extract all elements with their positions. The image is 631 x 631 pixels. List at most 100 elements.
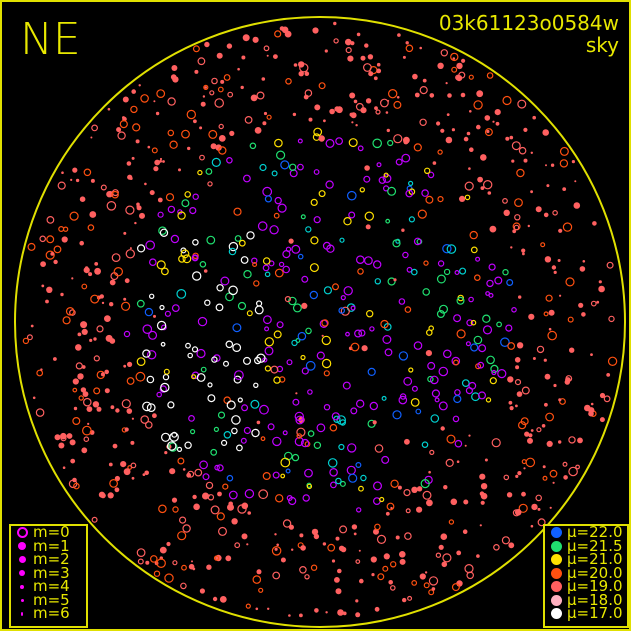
star-marker	[468, 296, 474, 303]
star-marker	[511, 141, 521, 151]
magnitude-label: m=2	[33, 550, 70, 568]
star-marker	[436, 310, 445, 319]
star-marker	[542, 465, 546, 469]
star-marker	[140, 415, 150, 424]
star-marker	[72, 378, 79, 385]
star-marker	[473, 335, 483, 345]
star-marker	[69, 309, 76, 316]
star-marker	[234, 235, 242, 242]
star-marker	[479, 473, 486, 480]
star-marker	[153, 166, 159, 172]
star-marker	[608, 315, 615, 323]
star-marker	[396, 96, 400, 99]
star-marker	[162, 160, 165, 163]
star-marker	[253, 280, 260, 287]
star-marker	[437, 260, 445, 267]
star-marker	[276, 543, 280, 547]
star-marker	[374, 444, 384, 453]
star-marker	[313, 216, 321, 224]
star-marker	[364, 43, 369, 48]
star-marker	[263, 315, 272, 325]
star-marker	[434, 397, 440, 403]
star-marker	[385, 218, 391, 224]
star-marker	[425, 350, 432, 357]
star-marker	[244, 489, 255, 499]
star-marker	[441, 561, 448, 568]
star-marker	[80, 321, 88, 329]
star-marker	[104, 369, 109, 375]
star-marker	[480, 492, 488, 500]
star-marker	[523, 127, 528, 132]
star-marker	[527, 224, 530, 228]
star-marker	[288, 496, 297, 506]
star-marker	[45, 299, 49, 304]
star-marker	[393, 278, 397, 282]
star-marker	[218, 123, 224, 130]
star-marker	[431, 389, 440, 398]
star-marker	[191, 254, 199, 262]
star-marker	[350, 342, 360, 352]
star-marker	[235, 444, 243, 452]
star-marker	[507, 376, 514, 383]
star-marker	[571, 160, 576, 164]
star-marker	[167, 401, 175, 409]
star-marker	[321, 358, 332, 369]
star-marker	[515, 404, 518, 408]
star-marker	[417, 209, 427, 219]
star-marker	[512, 229, 517, 234]
star-marker	[112, 443, 118, 449]
star-marker	[246, 310, 253, 317]
star-marker	[226, 157, 233, 164]
star-marker	[470, 343, 479, 352]
star-marker	[413, 341, 423, 350]
star-marker	[322, 542, 327, 546]
star-marker	[57, 181, 66, 190]
star-marker	[267, 423, 275, 431]
star-marker	[509, 135, 514, 140]
star-marker	[345, 46, 352, 54]
star-marker	[285, 78, 292, 85]
star-marker	[465, 341, 471, 347]
star-marker	[171, 497, 178, 503]
star-marker	[228, 285, 238, 296]
star-marker	[145, 560, 150, 565]
star-marker	[292, 303, 302, 313]
star-marker	[399, 558, 406, 565]
star-marker	[123, 297, 127, 301]
star-marker	[260, 436, 266, 442]
star-marker	[148, 330, 158, 340]
star-marker	[192, 494, 197, 500]
star-marker	[553, 383, 557, 388]
star-marker	[122, 116, 125, 120]
star-marker	[382, 335, 392, 345]
star-marker	[155, 111, 160, 116]
star-marker	[419, 85, 428, 95]
star-marker	[412, 73, 418, 80]
star-marker	[413, 237, 422, 246]
star-marker	[199, 260, 207, 268]
star-marker	[202, 492, 209, 500]
star-marker	[218, 146, 227, 155]
star-marker	[313, 169, 320, 175]
star-marker	[258, 587, 264, 593]
magnitude-legend-item: m=1	[11, 538, 86, 554]
star-marker	[263, 45, 270, 52]
star-marker	[146, 375, 155, 384]
star-marker	[252, 575, 262, 584]
star-marker	[264, 346, 274, 356]
star-marker	[358, 549, 361, 552]
star-marker	[389, 585, 396, 591]
brightness-legend-item: μ=22.0	[545, 525, 627, 540]
star-marker	[107, 107, 111, 111]
star-marker	[425, 195, 434, 204]
star-marker	[496, 321, 503, 328]
star-marker	[545, 164, 547, 167]
star-marker	[376, 68, 382, 74]
star-marker	[256, 91, 265, 100]
star-marker	[189, 207, 197, 215]
star-marker	[575, 464, 580, 470]
star-marker	[304, 468, 313, 478]
star-marker	[226, 474, 234, 482]
star-marker	[506, 279, 514, 287]
